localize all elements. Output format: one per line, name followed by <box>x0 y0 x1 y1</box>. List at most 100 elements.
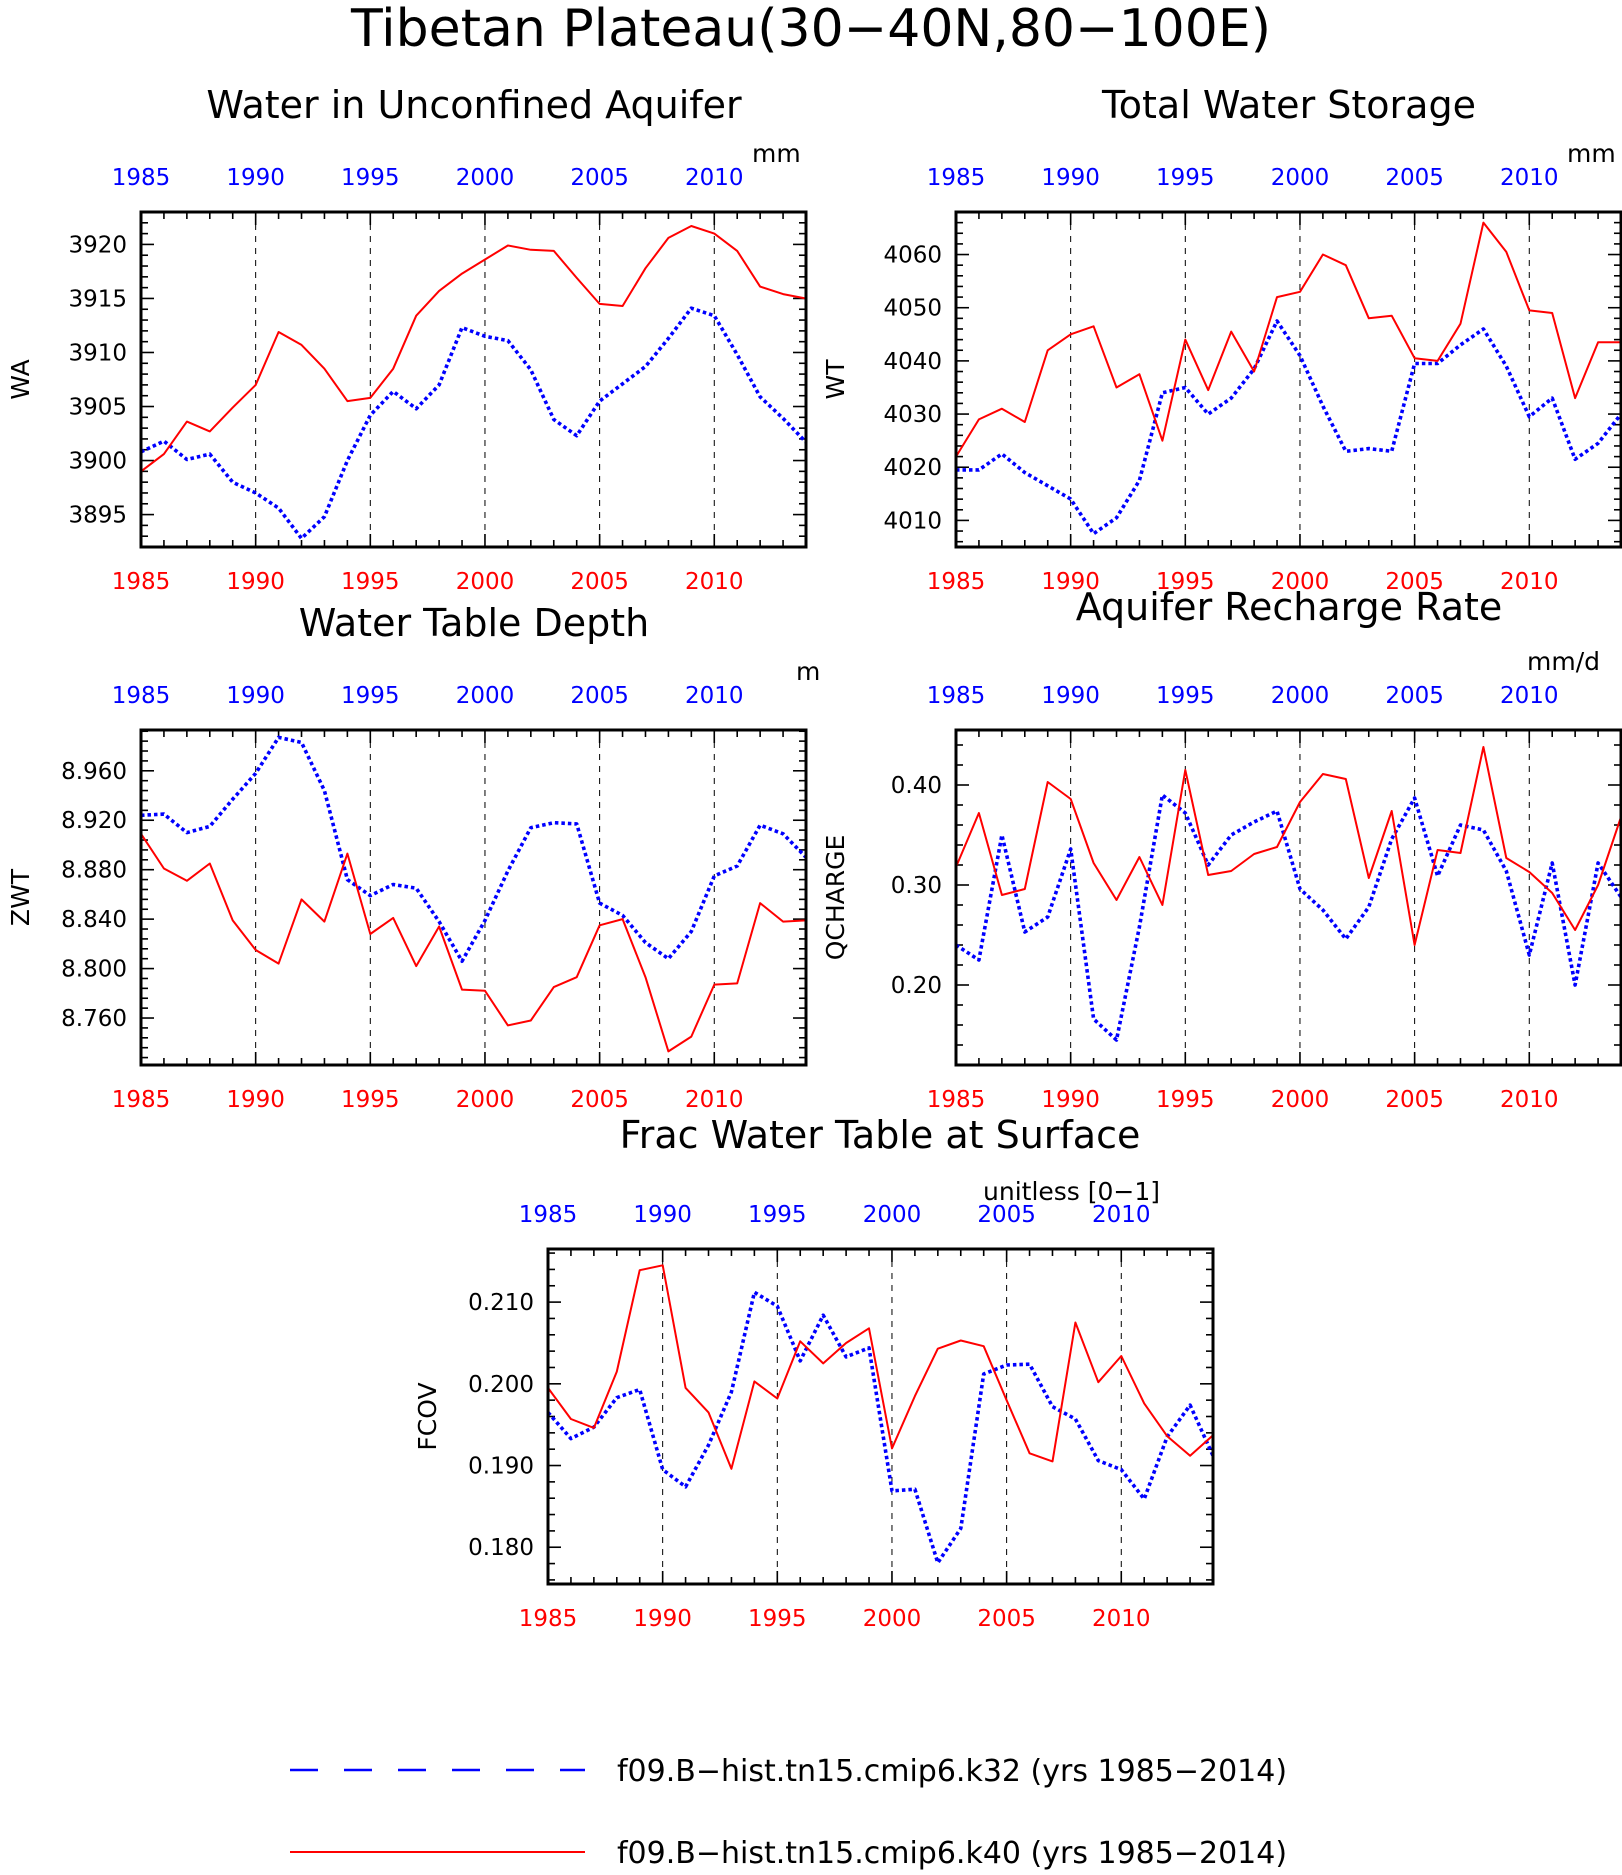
plot-frame <box>139 210 808 549</box>
x-tick-label-bottom: 1990 <box>226 1087 285 1113</box>
x-tick-label-top: 2010 <box>1092 1202 1151 1228</box>
y-axis-label: FCOV <box>413 1382 442 1450</box>
y-tick-label: 4060 <box>883 243 942 269</box>
panel-title: Total Water Storage <box>1101 83 1476 127</box>
x-tick-label-bottom: 1985 <box>519 1606 578 1632</box>
x-tick-label-top: 1985 <box>112 683 171 709</box>
x-tick-label-bottom: 2010 <box>685 1087 744 1113</box>
y-tick-label: 8.800 <box>61 957 127 983</box>
legend-item-k32: f09.B−hist.tn15.cmip6.k32 (yrs 1985−2014… <box>290 1754 1287 1789</box>
x-tick-label-bottom: 2010 <box>1092 1606 1151 1632</box>
x-tick-label-bottom: 1985 <box>112 569 171 595</box>
x-tick-label-bottom: 1990 <box>1041 569 1100 595</box>
x-tick-label-top: 1995 <box>341 165 400 191</box>
units-label: m <box>796 657 820 686</box>
panels: Water in Unconfined Aquifer mm WA 1985 1985 1… <box>6 83 1622 1632</box>
units-label: mm <box>752 139 801 168</box>
y-axis-label: QCHARGE <box>821 835 850 961</box>
x-tick-label-top: 2000 <box>863 1202 922 1228</box>
x-tick-label-top: 2000 <box>456 683 515 709</box>
x-tick-label-top: 1985 <box>112 165 171 191</box>
x-tick-label-top: 2005 <box>570 683 629 709</box>
plot-frame <box>954 728 1622 1067</box>
x-tick-label-top: 1990 <box>633 1202 692 1228</box>
panel-3: Water Table Depth m ZWT 1985 1985 1990 1990 199… <box>6 601 820 1113</box>
x-tick-label-bottom: 1985 <box>927 569 986 595</box>
series-line-k40 <box>141 225 806 473</box>
x-tick-label-top: 1995 <box>1156 683 1215 709</box>
panel-title: Frac Water Table at Surface <box>620 1113 1141 1157</box>
x-tick-label-top: 2000 <box>456 165 515 191</box>
y-tick-label: 3915 <box>68 286 127 312</box>
y-tick-label: 4050 <box>883 296 942 322</box>
y-tick-label: 8.840 <box>61 907 127 933</box>
x-tick-label-top: 1995 <box>1156 165 1215 191</box>
x-tick-label-bottom: 2000 <box>456 1087 515 1113</box>
x-tick-label-top: 2005 <box>1385 165 1444 191</box>
units-label: mm/d <box>1527 647 1600 676</box>
y-tick-label: 8.760 <box>61 1006 127 1032</box>
y-tick-label: 8.960 <box>61 759 127 785</box>
series-line-k32 <box>548 1290 1213 1565</box>
legend-label-k32: f09.B−hist.tn15.cmip6.k32 (yrs 1985−2014… <box>617 1754 1287 1789</box>
y-tick-label: 0.200 <box>468 1372 534 1398</box>
x-tick-label-top: 2000 <box>1271 683 1330 709</box>
x-tick-label-bottom: 2005 <box>570 1087 629 1113</box>
y-axis-label: WA <box>6 359 35 399</box>
x-tick-label-bottom: 2000 <box>863 1606 922 1632</box>
series-line-k32 <box>956 793 1621 1042</box>
y-tick-label: 8.880 <box>61 858 127 884</box>
x-tick-label-top: 1990 <box>226 683 285 709</box>
x-tick-label-top: 1985 <box>927 165 986 191</box>
plot-frame <box>954 210 1622 549</box>
x-tick-label-bottom: 2005 <box>570 569 629 595</box>
panel-2: Total Water Storage mm WT 1985 1985 1990 1990 1… <box>821 83 1622 595</box>
x-tick-label-top: 2010 <box>1500 165 1559 191</box>
y-tick-label: 3910 <box>68 340 127 366</box>
series-line-k40 <box>141 833 806 1053</box>
x-tick-label-bottom: 1995 <box>1156 569 1215 595</box>
y-tick-label: 4010 <box>883 508 942 534</box>
y-tick-label: 4040 <box>883 349 942 375</box>
panel-4: Aquifer Recharge Rate mm/d QCHARGE 1985 1985… <box>821 585 1622 1113</box>
x-tick-label-bottom: 2010 <box>1500 569 1559 595</box>
y-axis-label: WT <box>821 359 850 400</box>
x-tick-label-bottom: 1985 <box>112 1087 171 1113</box>
x-tick-label-bottom: 1995 <box>1156 1087 1215 1113</box>
y-tick-label: 0.30 <box>891 873 942 899</box>
figure-title: Tibetan Plateau(30−40N,80−100E) <box>350 0 1271 59</box>
panel-title: Water in Unconfined Aquifer <box>206 83 742 127</box>
y-tick-label: 0.180 <box>468 1535 534 1561</box>
y-tick-label: 0.210 <box>468 1290 534 1316</box>
y-tick-label: 4020 <box>883 455 942 481</box>
x-tick-label-top: 2010 <box>1500 683 1559 709</box>
x-tick-label-top: 1985 <box>519 1202 578 1228</box>
panel-title: Aquifer Recharge Rate <box>1076 585 1503 629</box>
x-tick-label-top: 1995 <box>748 1202 807 1228</box>
x-tick-label-bottom: 1995 <box>748 1606 807 1632</box>
x-tick-label-bottom: 2005 <box>1385 1087 1444 1113</box>
x-tick-label-bottom: 2005 <box>977 1606 1036 1632</box>
x-tick-label-bottom: 2005 <box>1385 569 1444 595</box>
legend-label-k40: f09.B−hist.tn15.cmip6.k40 (yrs 1985−2014… <box>617 1836 1287 1871</box>
y-tick-label: 3900 <box>68 449 127 475</box>
plot-frame <box>546 1247 1215 1586</box>
series-line-k40 <box>956 746 1621 946</box>
y-tick-label: 0.40 <box>891 773 942 799</box>
y-axis-label: ZWT <box>6 868 35 926</box>
x-tick-label-bottom: 1985 <box>927 1087 986 1113</box>
x-tick-label-bottom: 1995 <box>341 569 400 595</box>
x-tick-label-bottom: 1995 <box>341 1087 400 1113</box>
series-line-k40 <box>956 221 1621 458</box>
y-tick-label: 8.920 <box>61 808 127 834</box>
x-tick-label-top: 2005 <box>570 165 629 191</box>
y-tick-label: 4030 <box>883 402 942 428</box>
panel-title: Water Table Depth <box>299 601 650 645</box>
y-tick-label: 3895 <box>68 503 127 529</box>
x-tick-label-bottom: 2010 <box>1500 1087 1559 1113</box>
plot-frame <box>139 728 808 1067</box>
x-tick-label-top: 1995 <box>341 683 400 709</box>
units-label: unitless [0−1] <box>983 1177 1160 1206</box>
y-tick-label: 0.190 <box>468 1454 534 1480</box>
